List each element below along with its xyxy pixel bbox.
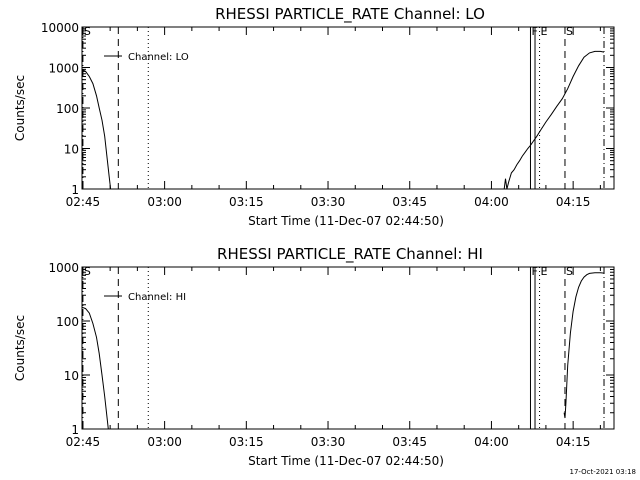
series-line: [503, 50, 605, 190]
series-line: [81, 306, 109, 430]
y-tick-label: 10000: [41, 21, 79, 35]
event-marker-label: S: [566, 265, 573, 278]
x-tick-label: 02:45: [66, 435, 101, 449]
plot-frame: [81, 266, 615, 430]
plot-timestamp: 17-Oct-2021 03:18: [570, 468, 636, 476]
legend-label: Channel: HI: [128, 292, 186, 303]
series-line: [81, 68, 112, 190]
y-tick-label: 1000: [48, 261, 79, 275]
x-tick-label: 03:00: [147, 195, 182, 209]
chart-title: RHESSI PARTICLE_RATE Channel: LO: [215, 5, 485, 24]
event-marker-label: S: [84, 25, 91, 38]
x-tick-label: 04:00: [474, 195, 509, 209]
y-tick-label: 10: [64, 369, 79, 383]
y-axis-label: Counts/sec: [13, 75, 27, 141]
x-tick-label: 04:15: [556, 195, 591, 209]
chart-panel-hi: RHESSI PARTICLE_RATE Channel: HI Counts/…: [13, 245, 615, 468]
x-axis-label: Start Time (11-Dec-07 02:44:50): [248, 214, 444, 228]
event-marker-label: E: [541, 25, 548, 38]
x-tick-label: 04:00: [474, 435, 509, 449]
legend-label: Channel: LO: [128, 52, 189, 63]
event-marker-label: S: [566, 25, 573, 38]
y-axis-label: Counts/sec: [13, 315, 27, 381]
y-tick-label: 100: [56, 102, 79, 116]
x-tick-label: 03:15: [229, 435, 264, 449]
y-tick-label: 1: [71, 423, 79, 437]
event-marker-label: S: [84, 265, 91, 278]
y-tick-label: 1000: [48, 62, 79, 76]
x-tick-label: 03:00: [147, 435, 182, 449]
y-tick-label: 100: [56, 315, 79, 329]
x-tick-label: 03:15: [229, 195, 264, 209]
event-marker-label: E: [541, 265, 548, 278]
x-tick-label: 02:45: [66, 195, 101, 209]
chart-panel-lo: RHESSI PARTICLE_RATE Channel: LO Counts/…: [13, 5, 615, 228]
x-tick-label: 03:30: [311, 195, 346, 209]
series-line: [563, 272, 605, 419]
x-tick-label: 03:30: [311, 435, 346, 449]
x-axis-label: Start Time (11-Dec-07 02:44:50): [248, 454, 444, 468]
x-tick-label: 03:45: [392, 435, 427, 449]
y-tick-label: 1: [71, 183, 79, 197]
x-tick-label: 04:15: [556, 435, 591, 449]
y-tick-label: 10: [64, 143, 79, 157]
x-tick-label: 03:45: [392, 195, 427, 209]
chart-title: RHESSI PARTICLE_RATE Channel: HI: [217, 245, 483, 264]
